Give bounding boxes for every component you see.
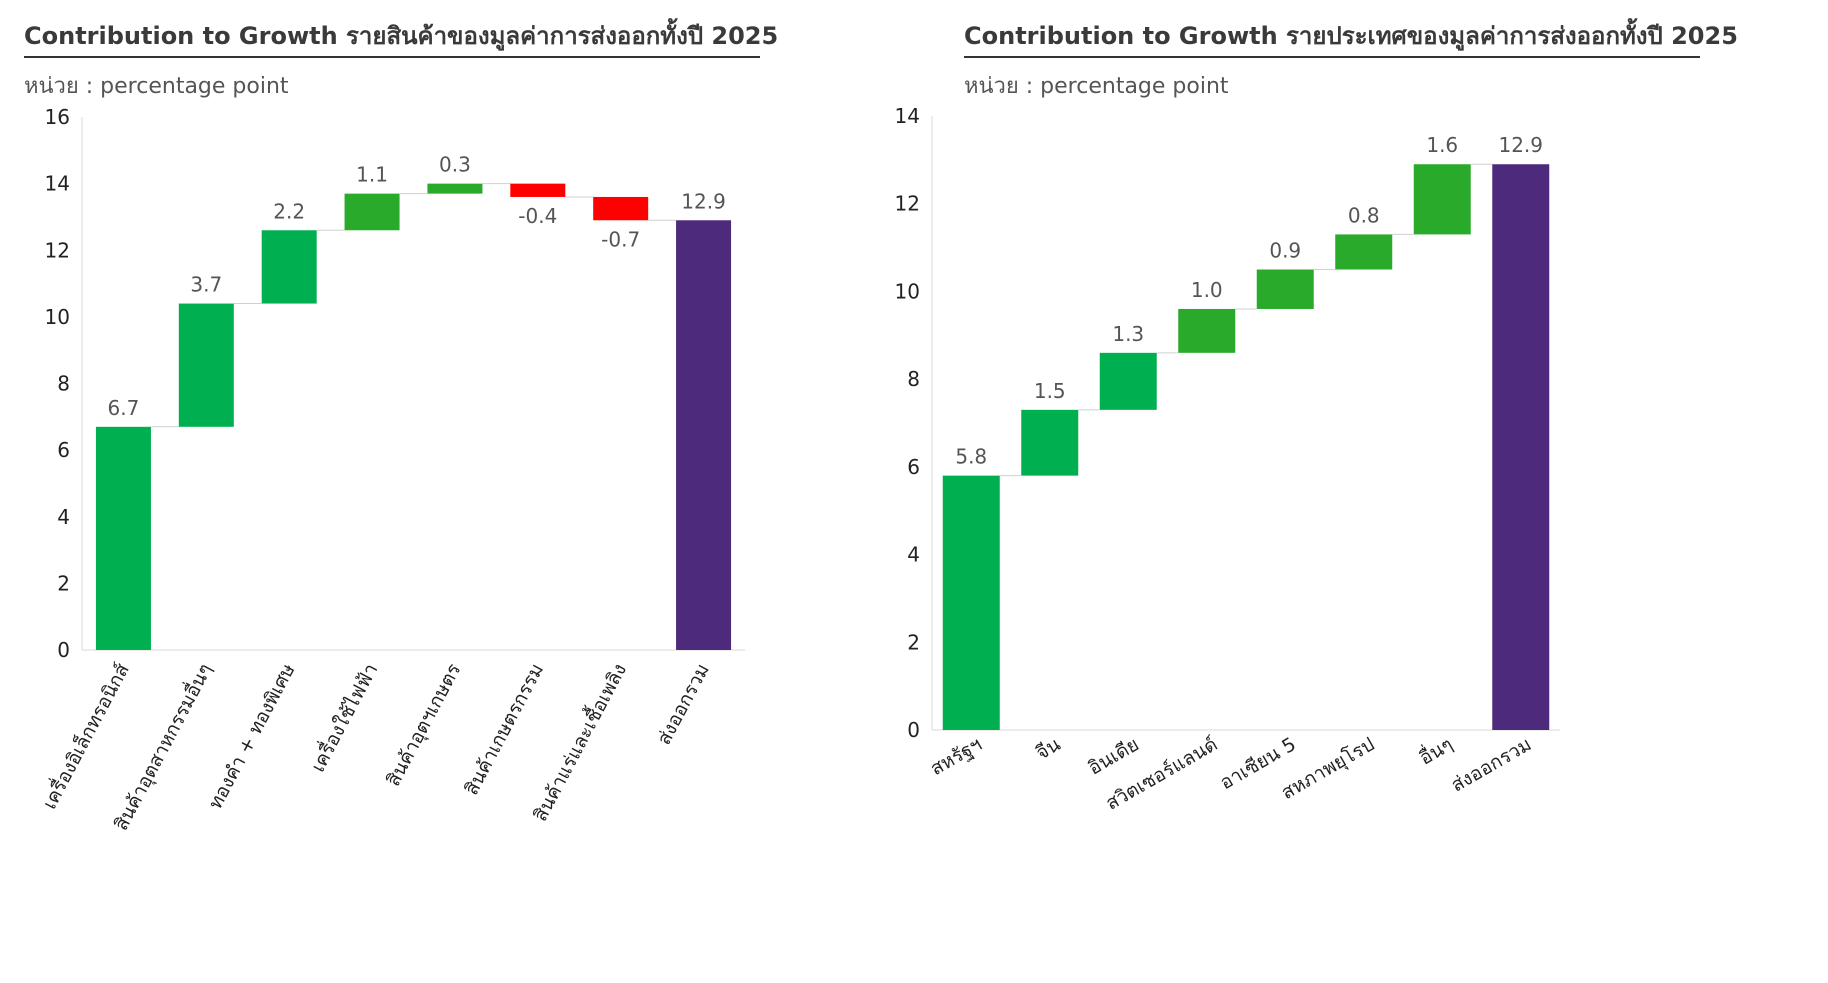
x-tick-label: สินค้าอุตฯเกษตร [382,660,466,790]
chart-title: Contribution to Growth รายสินค้าของมูลค่… [24,22,779,50]
title-underline [24,56,760,58]
data-label: 0.9 [1269,239,1301,263]
y-tick-label: 0 [57,638,70,662]
bar [427,183,483,194]
x-tick-label: เครื่องใช้ไฟฟ้า [304,659,382,776]
bar [178,303,234,427]
y-tick-label: 6 [57,438,70,462]
data-label: 2.2 [273,199,305,223]
waterfall-chart-products: 0 2 4 6 8 10 12 14 16 6.7 เครื่องอิเล็กทรอนิกส์ 3.7… [36,105,745,835]
x-tick-label: ส่งออกรวม [1448,733,1536,796]
y-tick-label: 14 [895,104,920,128]
y-tick-label: 8 [57,372,70,396]
bar [1335,234,1393,270]
y-tick-label: 12 [895,192,920,216]
title-underline [964,56,1700,58]
bar [1021,409,1079,476]
data-label: 1.3 [1112,322,1144,346]
x-tick-label: อินเดีย [1085,733,1143,779]
waterfall-chart-countries: 0 2 4 6 8 10 12 14 5.8 สหรัฐฯ 1.5 จีน 1.3 อินเดีย 1.0 ส… [895,104,1560,815]
data-label: 5.8 [955,445,987,469]
y-tick-label: 14 [45,172,70,196]
y-tick-label: 16 [45,105,70,129]
y-tick-label: 10 [895,279,920,303]
data-label: 0.3 [439,153,471,177]
chart-panel-countries: Contribution to Growth รายประเทศของมูลค่… [895,0,1828,983]
bar [1492,164,1550,730]
y-tick-label: 8 [907,367,920,391]
bar [942,475,1000,730]
bar [1413,164,1471,235]
x-tick-label: สินค้าเกษตรกรรม [461,660,549,799]
chart-title: Contribution to Growth รายประเทศของมูลค่… [964,22,1738,50]
x-tick-label: ส่งออกรวม [653,660,714,749]
data-label: -0.7 [601,227,640,251]
data-label: -0.4 [518,204,557,228]
y-tick-label: 2 [57,571,70,595]
x-tick-label: จีน [1032,733,1064,764]
unit-label: หน่วย : percentage point [964,74,1229,99]
x-tick-label: อื่นๆ [1414,731,1456,770]
bar [676,220,732,651]
y-tick-label: 4 [907,543,920,567]
y-tick-label: 0 [907,718,920,742]
bar [344,193,400,231]
x-tick-label: สหรัฐฯ [927,733,986,780]
bar [1178,308,1236,353]
data-label: 1.0 [1191,278,1223,302]
y-tick-label: 12 [45,238,70,262]
y-tick-label: 4 [57,505,70,529]
bar [1256,269,1314,309]
y-tick-label: 10 [45,305,70,329]
bar [593,196,649,221]
bar [261,230,317,304]
y-tick-label: 2 [907,630,920,654]
bar [510,183,566,197]
unit-label: หน่วย : percentage point [24,74,289,99]
x-tick-label: เครื่องอิเล็กทรอนิกส์ [36,658,134,813]
data-label: 0.8 [1348,203,1380,227]
y-tick-label: 6 [907,455,920,479]
data-label: 6.7 [108,396,140,420]
chart-panel-products: Contribution to Growth รายสินค้าของมูลค่… [0,0,900,983]
bar [95,426,151,650]
data-label: 1.1 [356,163,388,187]
data-label: 1.6 [1426,133,1458,157]
x-tick-label: สินค้าแร่และเชื้อเพลิง [527,659,631,825]
x-tick-label: ทองคำ + ทองพิเศษ [204,660,299,813]
data-label: 12.9 [681,189,726,213]
data-label: 12.9 [1498,133,1543,157]
data-label: 1.5 [1034,379,1066,403]
bar [1099,352,1157,410]
data-label: 3.7 [190,273,222,297]
